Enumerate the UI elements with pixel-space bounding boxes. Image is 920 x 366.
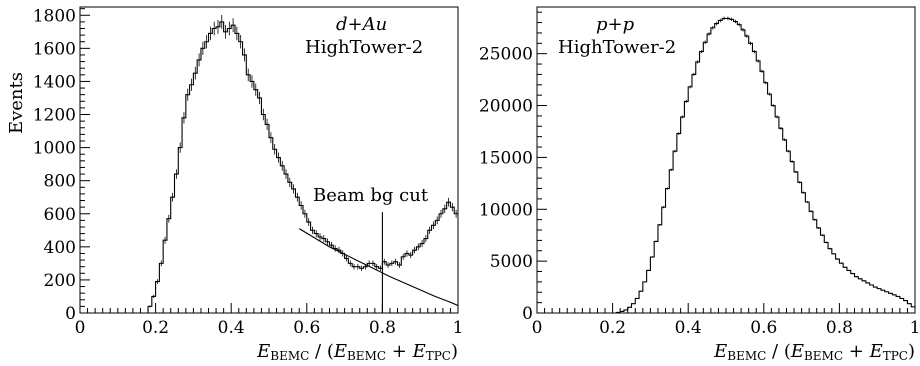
left-y-tick-label: 0: [65, 304, 76, 324]
right-x-tick-label: 0.6: [750, 318, 777, 338]
left-y-tick-label: 1400: [33, 72, 76, 92]
left-panel: Beam bg cut 0 0.2 0.4 0.6 0.8 1 0 200 400 600 800…: [6, 6, 463, 363]
right-x-tick-label: 0.4: [675, 318, 702, 338]
left-x-tick-label: 0.6: [293, 318, 320, 338]
right-x-axis-title: EBEMC / (EBEMC + ETPC): [713, 341, 915, 363]
right-y-tick-label: 20000: [479, 97, 533, 117]
left-y-tick-label: 200: [44, 271, 76, 291]
left-annotation-system: d+Au: [336, 14, 387, 35]
right-x-tick-label: 0.8: [826, 318, 853, 338]
left-y-tick-label: 1000: [33, 139, 76, 159]
left-y-tick-label: 600: [44, 205, 76, 225]
right-y-tick-label: 0: [522, 304, 533, 324]
right-y-ticks: 0 5000 10000 15000 20000 25000: [479, 11, 547, 324]
left-x-tick-label: 0.4: [218, 318, 245, 338]
right-annotation-system: p+p: [596, 14, 635, 35]
right-y-tick-label: 25000: [479, 45, 533, 65]
left-y-tick-label: 1800: [33, 6, 76, 26]
right-x-tick-label: 0.2: [599, 318, 626, 338]
right-panel: 0 0.2 0.4 0.6 0.8 1 0 5000 10000 15000 20000 25000…: [479, 6, 920, 363]
left-y-ticks: 0 200 400 600 800 1000 1200 1400 1600 1800: [33, 6, 90, 324]
left-histogram: [80, 21, 458, 314]
left-x-axis-title: EBEMC / (EBEMC + ETPC): [256, 341, 458, 363]
right-x-tick-label: 0: [532, 318, 543, 338]
right-x-ticks: 0 0.2 0.4 0.6 0.8 1: [532, 303, 920, 338]
left-y-tick-label: 400: [44, 238, 76, 258]
right-annotation-trigger: HighTower-2: [558, 37, 676, 58]
right-x-tick-label: 1: [910, 318, 920, 338]
left-y-tick-label: 1600: [33, 39, 76, 59]
left-error-bars: [149, 14, 457, 308]
left-x-tick-label: 1: [453, 318, 464, 338]
left-x-tick-label: 0.2: [142, 318, 169, 338]
left-annotation-trigger: HighTower-2: [305, 37, 423, 58]
left-x-ticks: 0 0.2 0.4 0.6 0.8 1: [75, 303, 464, 338]
left-x-tick-label: 0: [75, 318, 86, 338]
left-x-tick-label: 0.8: [369, 318, 396, 338]
right-y-tick-label: 15000: [479, 148, 533, 168]
left-y-tick-label: 800: [44, 172, 76, 192]
right-histogram: [537, 17, 915, 314]
left-cut-label: Beam bg cut: [313, 185, 429, 206]
right-error-bars: [617, 16, 914, 313]
right-y-tick-label: 5000: [490, 252, 533, 272]
left-y-tick-label: 1200: [33, 106, 76, 126]
right-y-tick-label: 10000: [479, 200, 533, 220]
left-y-axis-title: Events: [6, 72, 27, 134]
